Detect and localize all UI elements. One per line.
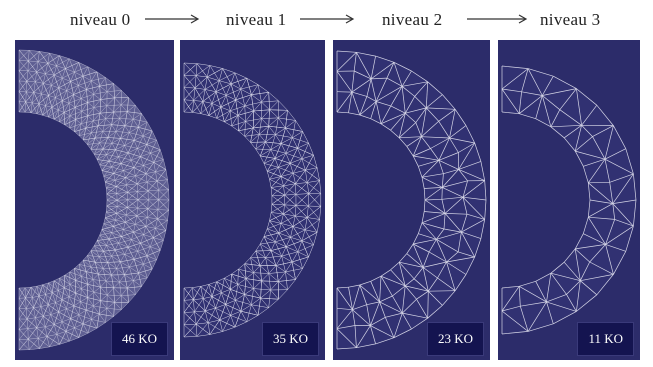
mesh-level-2 <box>336 50 487 350</box>
size-badge-2: 23 KO <box>426 322 484 356</box>
level-label-0: niveau 0 <box>70 10 131 29</box>
level-label-3: niveau 3 <box>540 10 601 29</box>
size-badge-0: 46 KO <box>110 322 168 356</box>
mesh-level-3 <box>501 65 637 335</box>
arrow-right-icon <box>145 14 201 24</box>
arrow-right-icon <box>467 14 529 24</box>
mesh-level-1 <box>183 62 322 338</box>
levels-header: niveau 0 niveau 1 niveau 2 niveau 3 <box>0 0 653 40</box>
level-label-1: niveau 1 <box>226 10 287 29</box>
mesh-panel-level-2: 23 KO <box>333 40 490 360</box>
mesh-panel-level-3: 11 KO <box>498 40 640 360</box>
size-badge-1: 35 KO <box>261 322 319 356</box>
arrow-right-icon <box>300 14 356 24</box>
level-label-2: niveau 2 <box>382 10 443 29</box>
mesh-level-0 <box>18 49 170 351</box>
mesh-panel-level-0: 46 KO <box>15 40 174 360</box>
size-badge-3: 11 KO <box>577 322 634 356</box>
mesh-panel-level-1: 35 KO <box>180 40 325 360</box>
